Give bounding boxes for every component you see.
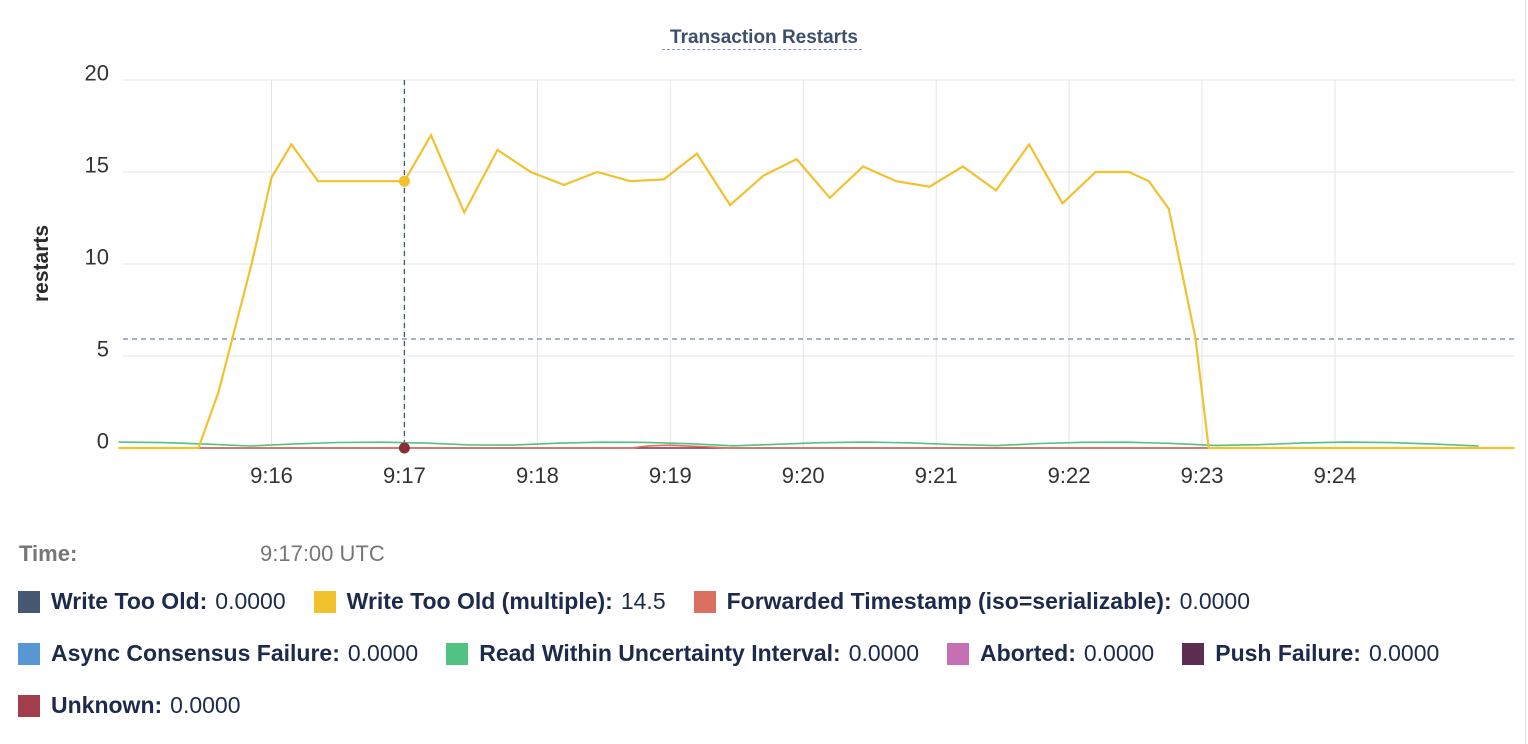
svg-text:9:22: 9:22 [1048,463,1091,488]
svg-text:9:23: 9:23 [1181,463,1224,488]
svg-text:5: 5 [97,337,109,362]
svg-text:10: 10 [85,245,109,270]
svg-text:0: 0 [97,429,109,454]
svg-text:9:17: 9:17 [383,463,426,488]
svg-text:9:21: 9:21 [915,463,958,488]
svg-text:9:19: 9:19 [649,463,692,488]
svg-text:9:18: 9:18 [516,463,559,488]
svg-text:15: 15 [85,153,109,178]
svg-text:9:20: 9:20 [782,463,825,488]
svg-text:9:24: 9:24 [1314,463,1357,488]
svg-text:9:16: 9:16 [250,463,293,488]
svg-text:20: 20 [85,61,109,86]
